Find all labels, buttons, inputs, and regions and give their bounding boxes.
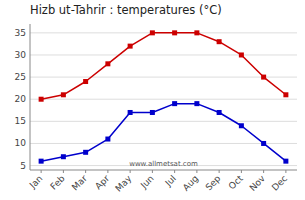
marker — [172, 101, 177, 106]
x-tick-label: Oct — [227, 173, 245, 191]
x-tick — [152, 170, 153, 173]
marker — [39, 159, 44, 164]
y-tick-label: 15 — [15, 116, 26, 126]
annotation: www.allmetsat.com — [129, 160, 198, 168]
series-line — [41, 33, 286, 99]
x-tick — [174, 170, 175, 173]
grid-line — [30, 54, 297, 55]
title: Hizb ut-Tahrir : temperatures (°C) — [30, 3, 222, 17]
marker — [239, 52, 244, 57]
x-tick — [219, 170, 220, 173]
x-tick — [107, 170, 108, 173]
marker — [283, 159, 288, 164]
x-axis — [30, 170, 297, 171]
x-tick — [263, 170, 264, 173]
marker — [239, 123, 244, 128]
marks — [39, 30, 289, 163]
x-tick-label: May — [113, 173, 134, 194]
marker — [194, 101, 199, 106]
marker — [261, 141, 266, 146]
y-tick-label: 20 — [15, 94, 27, 104]
grid-line — [30, 77, 297, 78]
marker — [172, 30, 177, 35]
y-tick-label: 10 — [15, 138, 27, 148]
x-tick — [285, 170, 286, 173]
marker — [128, 44, 133, 49]
x-tick-label: Jan — [27, 173, 45, 191]
x-tick-label: Mar — [70, 173, 89, 192]
x-tick-label: Dec — [270, 173, 289, 192]
x-tick — [41, 170, 42, 173]
y-axis — [30, 24, 31, 170]
marker — [217, 39, 222, 44]
chart: Hizb ut-Tahrir : temperatures (°C) 5 10 15 2… — [0, 0, 305, 200]
series-line — [41, 104, 286, 162]
x-tick-label: Jun — [138, 173, 156, 191]
y-tick-label: 30 — [15, 50, 27, 60]
y-tick-label: 35 — [15, 28, 26, 38]
x-tick-label: Jul — [163, 173, 178, 188]
marker — [283, 92, 288, 97]
x-tick-label: Aug — [181, 173, 201, 193]
x-tick-label: Sep — [203, 173, 222, 192]
marker — [105, 61, 110, 66]
x-tick — [196, 170, 197, 173]
x-tick — [85, 170, 86, 173]
grid-line — [30, 143, 297, 144]
grid-line — [30, 121, 297, 122]
marker — [150, 110, 155, 115]
x-tick — [241, 170, 242, 173]
marker — [61, 92, 66, 97]
marker — [150, 30, 155, 35]
x-tick — [130, 170, 131, 173]
marker — [128, 110, 133, 115]
marker — [83, 79, 88, 84]
marker — [39, 97, 44, 102]
y-tick-label: 5 — [20, 161, 26, 171]
x-tick-label: Feb — [48, 173, 67, 192]
marker — [83, 150, 88, 155]
x-tick-label: Nov — [248, 173, 268, 193]
marker — [217, 110, 222, 115]
grid — [30, 33, 297, 166]
marker — [61, 154, 66, 159]
x-tick — [63, 170, 64, 173]
marker — [194, 30, 199, 35]
marker — [105, 137, 110, 142]
grid-line — [30, 99, 297, 100]
marker — [261, 75, 266, 80]
y-tick-label: 25 — [15, 72, 26, 82]
x-tick-label: Apr — [93, 173, 111, 191]
